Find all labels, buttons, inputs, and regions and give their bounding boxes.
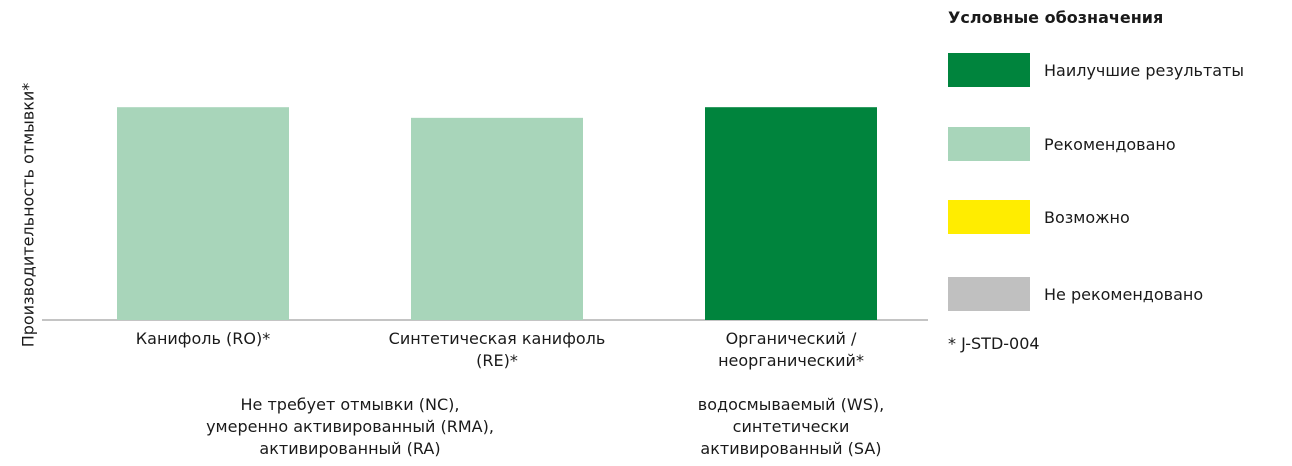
bar-synthetic-rosin: [411, 117, 583, 320]
footnote: * J-STD-004: [948, 334, 1040, 353]
category-label-synthetic-rosin: Синтетическая канифоль (RE)*: [388, 329, 606, 370]
legend-swatch-possible: [948, 200, 1030, 234]
legend-title: Условные обозначения: [948, 8, 1164, 27]
category-label-organic-inorganic: Органический / неорганический*: [718, 329, 864, 370]
legend-item-recommended: Рекомендовано: [948, 127, 1176, 161]
legend-label-recommended: Рекомендовано: [1044, 134, 1176, 154]
legend-item-not-recommended: Не рекомендовано: [948, 277, 1203, 311]
legend-label-possible: Возможно: [1044, 207, 1130, 227]
legend-label-not-recommended: Не рекомендовано: [1044, 284, 1204, 304]
legend-item-best: Наилучшие результаты: [948, 53, 1244, 87]
y-axis-label: Производительность отмывки*: [18, 82, 38, 348]
bar-organic-inorganic: [705, 107, 877, 320]
bar-rosin: [117, 107, 289, 320]
legend-swatch-best: [948, 53, 1030, 87]
group-label-water-soluble: водосмываемый (WS), синтетически активир…: [697, 395, 885, 458]
category-label-rosin: Канифоль (RO)*: [135, 329, 271, 348]
bar-chart: [42, 107, 928, 321]
legend-swatch-not-recommended: [948, 277, 1030, 311]
legend-item-possible: Возможно: [948, 200, 1130, 234]
legend-swatch-recommended: [948, 127, 1030, 161]
legend-label-best: Наилучшие результаты: [1044, 60, 1245, 80]
group-label-no-clean: Не требует отмывки (NC), умеренно активи…: [206, 395, 494, 458]
bars-group: [117, 107, 877, 320]
